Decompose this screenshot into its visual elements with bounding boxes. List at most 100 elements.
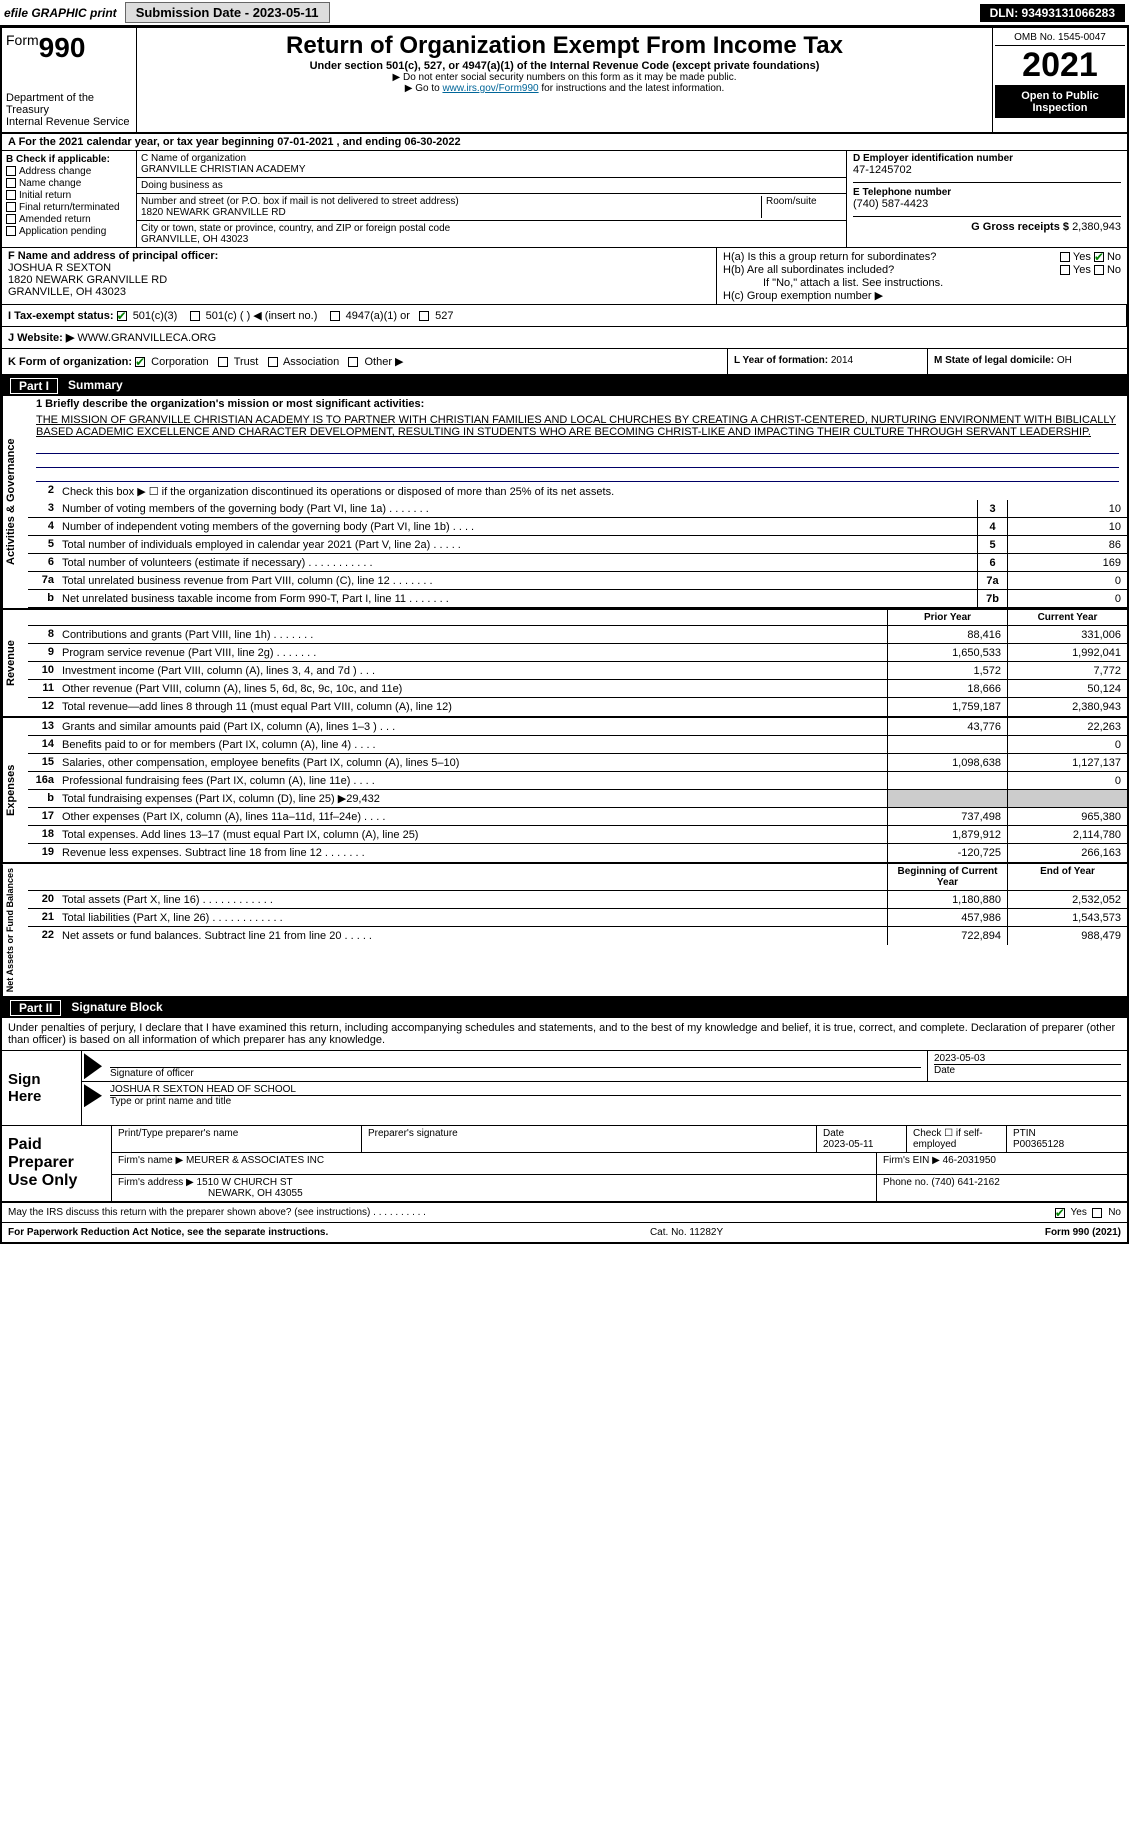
- line-15: 15Salaries, other compensation, employee…: [28, 754, 1127, 772]
- current-year-header: Current Year: [1007, 610, 1127, 625]
- submission-date-box[interactable]: Submission Date - 2023-05-11: [125, 2, 330, 23]
- col-b-title: B Check if applicable:: [6, 154, 110, 165]
- gross-value: 2,380,943: [1072, 221, 1121, 233]
- goto-post: for instructions and the latest informat…: [539, 83, 725, 94]
- chk-name-change[interactable]: Name change: [6, 178, 132, 189]
- chk-501c[interactable]: [190, 311, 200, 321]
- phone-label: E Telephone number: [853, 187, 1121, 198]
- line-18: 18Total expenses. Add lines 13–17 (must …: [28, 826, 1127, 844]
- goto-pre: ▶ Go to: [405, 83, 443, 94]
- prep-ptin-cell: PTINP00365128: [1007, 1126, 1127, 1152]
- mission-text: THE MISSION OF GRANVILLE CHRISTIAN ACADE…: [28, 412, 1127, 440]
- chk-final-return[interactable]: Final return/terminated: [6, 202, 132, 213]
- sig-officer-label: Signature of officer: [110, 1067, 921, 1079]
- addr-field: Number and street (or P.O. box if mail i…: [137, 194, 846, 221]
- hb-answer: Yes No: [1060, 264, 1121, 276]
- room-label: Room/suite: [762, 196, 842, 218]
- firm-phone-cell: Phone no. (740) 641-2162: [877, 1175, 1127, 1201]
- officer-label: F Name and address of principal officer:: [8, 250, 218, 262]
- officer-name: JOSHUA R SEXTON: [8, 262, 111, 274]
- line-6: 6Total number of volunteers (estimate if…: [28, 554, 1127, 572]
- line-8: 8Contributions and grants (Part VIII, li…: [28, 626, 1127, 644]
- note-ssn: ▶ Do not enter social security numbers o…: [141, 72, 988, 83]
- org-name-label: C Name of organization: [141, 153, 842, 164]
- sig-arrow-icon: [84, 1053, 102, 1079]
- form-990-page: Form990 Department of the Treasury Inter…: [0, 26, 1129, 1244]
- line-9: 9Program service revenue (Part VIII, lin…: [28, 644, 1127, 662]
- phone-value: (740) 587-4423: [853, 198, 1121, 210]
- line-16a: 16aProfessional fundraising fees (Part I…: [28, 772, 1127, 790]
- chk-amended[interactable]: Amended return: [6, 214, 132, 225]
- line-7a: 7aTotal unrelated business revenue from …: [28, 572, 1127, 590]
- col-c: C Name of organization GRANVILLE CHRISTI…: [137, 151, 847, 247]
- sig-date-label: Date: [934, 1064, 1121, 1076]
- footer-final: For Paperwork Reduction Act Notice, see …: [2, 1223, 1127, 1242]
- side-expenses: Expenses: [2, 718, 28, 862]
- chk-527[interactable]: [419, 311, 429, 321]
- chk-corp[interactable]: [135, 357, 145, 367]
- discuss-row: May the IRS discuss this return with the…: [2, 1203, 1127, 1223]
- col-b-checkboxes: B Check if applicable: Address change Na…: [2, 151, 137, 247]
- line-13: 13Grants and similar amounts paid (Part …: [28, 718, 1127, 736]
- section-b-to-g: B Check if applicable: Address change Na…: [2, 151, 1127, 248]
- line-20: 20Total assets (Part X, line 16) . . . .…: [28, 891, 1127, 909]
- status-label: I Tax-exempt status:: [8, 310, 114, 322]
- sig-name-label: Type or print name and title: [110, 1095, 1121, 1107]
- irs-link[interactable]: www.irs.gov/Form990: [442, 83, 538, 94]
- line-19: 19Revenue less expenses. Subtract line 1…: [28, 844, 1127, 862]
- prior-year-header: Prior Year: [887, 610, 1007, 625]
- chk-other[interactable]: [348, 357, 358, 367]
- col-f-officer: F Name and address of principal officer:…: [2, 248, 717, 304]
- line-b: bNet unrelated business taxable income f…: [28, 590, 1127, 608]
- org-name-field: C Name of organization GRANVILLE CHRISTI…: [137, 151, 846, 178]
- row-k-l-m: K Form of organization: Corporation Trus…: [2, 349, 1127, 376]
- ha-answer: Yes No: [1060, 251, 1121, 263]
- chk-501c3[interactable]: [117, 311, 127, 321]
- chk-assoc[interactable]: [268, 357, 278, 367]
- year-formation: L Year of formation: 2014: [727, 349, 927, 374]
- sig-arrow-icon-2: [84, 1084, 102, 1107]
- form-word: Form: [6, 32, 39, 48]
- hb-note: If "No," attach a list. See instructions…: [723, 277, 1121, 289]
- col-h-group: H(a) Is this a group return for subordin…: [717, 248, 1127, 304]
- line-5: 5Total number of individuals employed in…: [28, 536, 1127, 554]
- netassets-header: Beginning of Current Year End of Year: [28, 864, 1127, 891]
- city-label: City or town, state or province, country…: [141, 223, 842, 234]
- header-left: Form990 Department of the Treasury Inter…: [2, 28, 137, 132]
- tax-exempt-status: I Tax-exempt status: 501(c)(3) 501(c) ( …: [2, 305, 1127, 326]
- line-21: 21Total liabilities (Part X, line 26) . …: [28, 909, 1127, 927]
- sig-date-value: 2023-05-03: [934, 1053, 1121, 1064]
- mission-label: 1 Briefly describe the organization's mi…: [36, 398, 424, 410]
- efile-label: efile GRAPHIC print: [4, 6, 117, 20]
- chk-initial-return[interactable]: Initial return: [6, 190, 132, 201]
- sig-name-value: JOSHUA R SEXTON HEAD OF SCHOOL: [110, 1084, 1121, 1095]
- org-name: GRANVILLE CHRISTIAN ACADEMY: [141, 164, 842, 175]
- chk-address-change[interactable]: Address change: [6, 166, 132, 177]
- line-14: 14Benefits paid to or for members (Part …: [28, 736, 1127, 754]
- part1-label: Part I: [10, 378, 58, 394]
- line-b: bTotal fundraising expenses (Part IX, co…: [28, 790, 1127, 808]
- side-revenue: Revenue: [2, 610, 28, 716]
- side-governance: Activities & Governance: [2, 396, 28, 608]
- irs-label: Internal Revenue Service: [6, 116, 132, 128]
- city-field: City or town, state or province, country…: [137, 221, 846, 247]
- expenses-section: Expenses 13Grants and similar amounts pa…: [2, 718, 1127, 864]
- state-domicile: M State of legal domicile: OH: [927, 349, 1127, 374]
- dba-label: Doing business as: [141, 180, 842, 191]
- sign-here-label: Sign Here: [2, 1051, 82, 1125]
- line-11: 11Other revenue (Part VIII, column (A), …: [28, 680, 1127, 698]
- chk-4947[interactable]: [330, 311, 340, 321]
- officer-addr2: GRANVILLE, OH 43023: [8, 286, 126, 298]
- prep-sig-header: Preparer's signature: [362, 1126, 817, 1152]
- chk-trust[interactable]: [218, 357, 228, 367]
- end-year-header: End of Year: [1007, 864, 1127, 890]
- line-22: 22Net assets or fund balances. Subtract …: [28, 927, 1127, 945]
- row-j-website: J Website: ▶ WWW.GRANVILLECA.ORG: [2, 327, 1127, 349]
- form-of-org: K Form of organization: Corporation Trus…: [2, 349, 727, 374]
- chk-app-pending[interactable]: Application pending: [6, 226, 132, 237]
- line2-checkbox: Check this box ▶ ☐ if the organization d…: [58, 483, 1127, 500]
- officer-addr1: 1820 NEWARK GRANVILLE RD: [8, 274, 167, 286]
- ha-label: H(a) Is this a group return for subordin…: [723, 251, 936, 263]
- form-ref: Form 990 (2021): [1045, 1227, 1121, 1238]
- header-mid: Return of Organization Exempt From Incom…: [137, 28, 992, 132]
